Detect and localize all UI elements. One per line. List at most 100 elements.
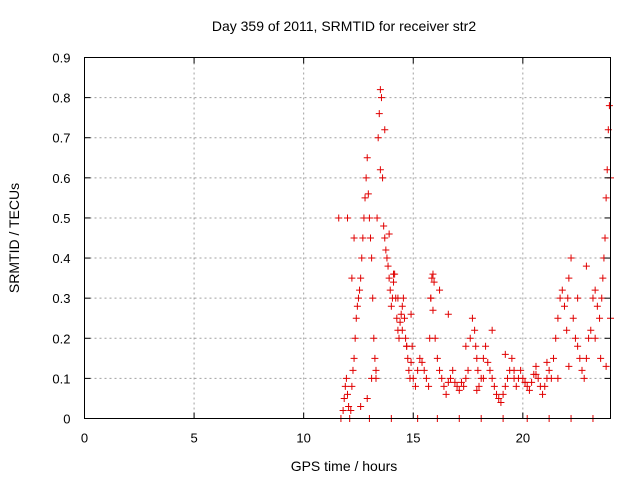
data-point xyxy=(372,366,380,374)
data-point xyxy=(554,314,562,322)
data-point xyxy=(377,94,385,102)
data-point xyxy=(473,354,481,362)
data-point xyxy=(564,294,572,302)
data-point xyxy=(462,374,470,382)
data-point xyxy=(365,214,373,222)
y-tick-label: 0.8 xyxy=(52,91,70,106)
data-point xyxy=(602,362,610,370)
data-point xyxy=(462,342,470,350)
data-point xyxy=(571,334,579,342)
data-point xyxy=(603,166,611,174)
data-point xyxy=(560,302,568,310)
y-tick-label: 0 xyxy=(63,412,70,427)
data-point xyxy=(558,286,566,294)
data-point xyxy=(381,234,389,242)
data-point xyxy=(449,366,457,374)
data-point xyxy=(466,334,474,342)
data-point xyxy=(534,374,542,382)
data-point xyxy=(356,286,364,294)
data-point xyxy=(493,390,501,398)
data-point xyxy=(578,366,586,374)
y-tick-label: 0.6 xyxy=(52,171,70,186)
data-point xyxy=(335,214,343,222)
data-point xyxy=(375,110,383,118)
data-point xyxy=(357,274,365,282)
data-point xyxy=(585,334,593,342)
y-tick-labels: 0 0.1 0.2 0.3 0.4 0.5 0.6 0.7 0.8 0.9 xyxy=(52,51,70,427)
data-point xyxy=(407,358,415,366)
x-tick-label: 5 xyxy=(190,431,197,446)
data-point xyxy=(371,354,379,362)
data-point xyxy=(589,294,597,302)
data-point xyxy=(398,302,406,310)
data-point xyxy=(457,378,465,386)
data-point xyxy=(429,306,437,314)
data-point xyxy=(501,382,509,390)
data-point xyxy=(436,366,444,374)
data-point xyxy=(433,354,441,362)
data-point xyxy=(427,294,435,302)
data-point xyxy=(440,382,448,390)
data-point xyxy=(472,342,480,350)
data-point xyxy=(451,378,459,386)
data-point xyxy=(495,394,503,402)
data-point xyxy=(383,254,391,262)
data-point xyxy=(429,270,437,278)
data-point xyxy=(565,274,573,282)
data-point xyxy=(396,318,404,326)
data-point xyxy=(384,262,392,270)
data-point xyxy=(344,214,351,222)
data-point xyxy=(550,354,558,362)
data-point xyxy=(363,394,371,402)
data-point xyxy=(565,362,573,370)
data-point xyxy=(455,386,463,394)
data-point xyxy=(574,342,582,350)
data-point xyxy=(539,390,547,398)
data-point xyxy=(517,366,525,374)
x-tick-label: 0 xyxy=(81,431,88,446)
data-point xyxy=(474,366,482,374)
data-point xyxy=(342,374,350,382)
y-axis-label: SRMTID / TECUs xyxy=(6,183,22,293)
data-point xyxy=(405,366,413,374)
data-point xyxy=(387,302,395,310)
data-point xyxy=(369,294,377,302)
data-point xyxy=(532,370,540,378)
data-point xyxy=(525,386,533,394)
data-point xyxy=(543,358,551,366)
data-point xyxy=(444,310,452,318)
data-point xyxy=(349,366,357,374)
data-point xyxy=(422,374,430,382)
data-point xyxy=(554,374,562,382)
data-point xyxy=(370,334,378,342)
data-point xyxy=(374,134,382,142)
data-point xyxy=(397,310,405,318)
data-point xyxy=(580,374,588,382)
data-point xyxy=(380,222,388,230)
data-point xyxy=(430,278,438,286)
data-points xyxy=(335,86,614,422)
data-point xyxy=(425,382,433,390)
data-point xyxy=(418,358,426,366)
data-point xyxy=(428,274,436,282)
data-point xyxy=(354,294,362,302)
y-tick-label: 0.2 xyxy=(52,331,70,346)
data-point xyxy=(416,354,424,362)
data-point xyxy=(519,374,527,382)
data-point xyxy=(541,382,549,390)
data-point xyxy=(460,382,468,390)
grid-lines xyxy=(84,57,611,419)
data-point xyxy=(352,314,360,322)
data-point xyxy=(411,382,419,390)
data-point xyxy=(552,334,560,342)
data-point xyxy=(497,398,505,406)
data-point xyxy=(444,378,452,386)
data-point xyxy=(532,362,540,370)
x-tick-labels: 0 5 10 15 20 xyxy=(81,431,530,446)
data-point xyxy=(379,174,387,182)
data-point xyxy=(475,382,483,390)
data-point xyxy=(438,374,446,382)
data-point xyxy=(350,234,358,242)
data-point xyxy=(376,166,384,174)
